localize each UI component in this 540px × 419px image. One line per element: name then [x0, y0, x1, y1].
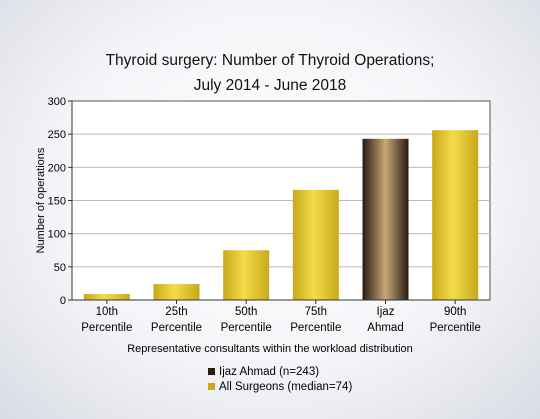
y-tick-label: 200 [48, 162, 66, 174]
bar [292, 189, 339, 300]
legend-swatch-all-surgeons [208, 383, 215, 390]
y-tick-label: 300 [48, 96, 66, 108]
x-tick-label: Percentile [81, 322, 132, 334]
legend-swatch-consultant [208, 368, 215, 375]
x-tick-label: Ijaz [377, 306, 395, 318]
x-tick-label: 25th [165, 306, 187, 318]
legend: Ijaz Ahmad (n=243) All Surgeons (median=… [208, 364, 352, 394]
chart-title-line-1: Thyroid surgery: Number of Thyroid Opera… [105, 52, 435, 69]
y-tick-label: 50 [54, 262, 66, 274]
legend-label-all-surgeons: All Surgeons (median=74) [219, 380, 353, 393]
x-tick-label: 75th [305, 306, 327, 318]
chart-title-line-2: July 2014 - June 2018 [193, 77, 347, 94]
x-tick-label: Percentile [430, 322, 481, 334]
x-tick-label: 90th [444, 306, 466, 318]
x-axis-label: Representative consultants within the wo… [127, 343, 413, 355]
x-tick-label: Percentile [221, 322, 272, 334]
y-axis-label: Number of operations [35, 147, 47, 253]
bar [362, 138, 409, 300]
legend-label-consultant: Ijaz Ahmad (n=243) [219, 365, 320, 378]
y-tick-label: 0 [60, 295, 66, 307]
legend-item-consultant: Ijaz Ahmad (n=243) [208, 364, 352, 379]
bar [83, 294, 130, 300]
legend-item-all-surgeons: All Surgeons (median=74) [208, 379, 352, 394]
y-tick-label: 250 [48, 129, 66, 141]
bar [432, 130, 479, 300]
bar [223, 250, 270, 300]
bar [153, 284, 200, 300]
x-tick-label: 10th [96, 306, 118, 318]
x-tick-label: Percentile [151, 322, 202, 334]
y-tick-label: 100 [48, 229, 66, 241]
x-tick-label: Ahmad [367, 322, 403, 334]
x-tick-label: Percentile [290, 322, 341, 334]
y-tick-label: 150 [48, 196, 66, 208]
x-tick-label: 50th [235, 306, 257, 318]
